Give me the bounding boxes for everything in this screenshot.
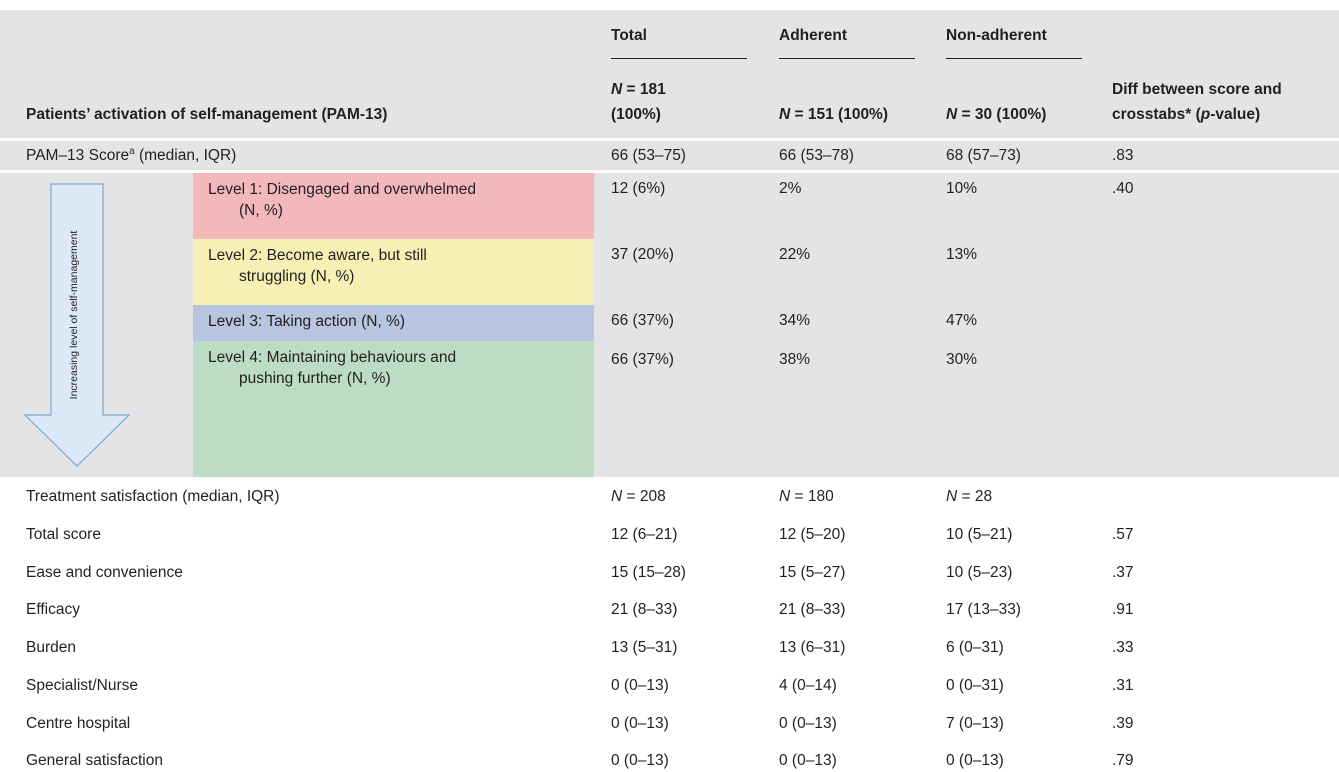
level-3-non-adherent: 47% bbox=[946, 312, 978, 329]
row-total: 12 (6–21) bbox=[611, 526, 678, 543]
row-adherent: 13 (6–31) bbox=[779, 639, 846, 657]
row-adherent: 0 (0–13) bbox=[779, 752, 837, 770]
level-4-block: Level 4: Maintaining behaviours and pushi… bbox=[193, 341, 594, 477]
level-2-line1: Level 2: Become aware, but still bbox=[208, 247, 427, 264]
row-non-adherent: 7 (0–13) bbox=[946, 714, 1004, 732]
row-p: .91 bbox=[1112, 601, 1134, 619]
row-non-adherent: 0 (0–31) bbox=[946, 676, 1004, 694]
level-1-non-adherent: 10% bbox=[946, 180, 978, 197]
arrow-label: Increasing level of self-management bbox=[68, 230, 80, 400]
header-rule-adherent bbox=[779, 58, 915, 59]
row-total: 0 (0–13) bbox=[611, 752, 669, 770]
treatment-label: Treatment satisfaction (median, IQR) bbox=[26, 488, 280, 505]
row-total: 15 (15–28) bbox=[611, 563, 686, 581]
level-1-adherent: 2% bbox=[779, 180, 802, 197]
row-p: .37 bbox=[1112, 563, 1134, 581]
row-label: Specialist/Nurse bbox=[26, 676, 138, 694]
row-p: .33 bbox=[1112, 639, 1134, 657]
row-label: Ease and convenience bbox=[26, 563, 183, 581]
row-non-adherent: 6 (0–31) bbox=[946, 639, 1004, 657]
row-total: 21 (8–33) bbox=[611, 601, 678, 619]
pam-score-band bbox=[0, 141, 1339, 170]
header-non-adherent: Non-adherent bbox=[946, 27, 1047, 44]
pam-score-label: PAM–13 Scorea (median, IQR) bbox=[26, 145, 237, 164]
row-total: 0 (0–13) bbox=[611, 714, 669, 732]
row-p: .39 bbox=[1112, 714, 1134, 732]
level-4-line1: Level 4: Maintaining behaviours and bbox=[208, 349, 457, 366]
row-adherent: 12 (5–20) bbox=[779, 526, 846, 543]
row-p: .31 bbox=[1112, 676, 1134, 694]
header-non-adherent-n: N = 30 (100%) bbox=[946, 106, 1047, 123]
header-adherent-n: N = 151 (100%) bbox=[779, 106, 889, 123]
header-row-label: Patients’ activation of self-management … bbox=[26, 106, 388, 123]
pam-score-adherent: 66 (53–78) bbox=[779, 147, 854, 164]
header-total-n-1: N = 181 bbox=[611, 81, 666, 98]
level-2-non-adherent: 13% bbox=[946, 246, 978, 263]
header-adherent: Adherent bbox=[779, 27, 848, 44]
level-4-adherent: 38% bbox=[779, 351, 811, 368]
treatment-non-adherent-n: N = 28 bbox=[946, 488, 993, 505]
level-4-line2: pushing further (N, %) bbox=[239, 370, 391, 387]
level-2-block: Level 2: Become aware, but still struggli… bbox=[193, 239, 594, 305]
down-arrow-icon bbox=[23, 183, 131, 467]
row-label: Efficacy bbox=[26, 601, 80, 619]
treatment-total-n: N = 208 bbox=[611, 488, 666, 505]
level-1-line2: (N, %) bbox=[239, 202, 283, 219]
row-label: Burden bbox=[26, 639, 76, 657]
level-4-total: 66 (37%) bbox=[611, 351, 674, 368]
row-non-adherent: 10 (5–21) bbox=[946, 526, 1013, 543]
header-band bbox=[0, 10, 1339, 138]
pam-score-non-adherent: 68 (57–73) bbox=[946, 147, 1021, 164]
level-3-block: Level 3: Taking action (N, %) bbox=[193, 305, 594, 341]
header-rule-non-adherent bbox=[946, 58, 1082, 59]
level-3-total: 66 (37%) bbox=[611, 312, 674, 329]
row-label: General satisfaction bbox=[26, 752, 163, 770]
level-1-p: .40 bbox=[1112, 180, 1134, 197]
row-total: 13 (5–31) bbox=[611, 639, 678, 657]
row-non-adherent: 10 (5–23) bbox=[946, 563, 1013, 581]
pam-score-p: .83 bbox=[1112, 147, 1134, 164]
row-adherent: 21 (8–33) bbox=[779, 601, 846, 619]
header-diff-2: crosstabs* (p-value) bbox=[1112, 106, 1261, 123]
row-p: .57 bbox=[1112, 526, 1134, 543]
row-total: 0 (0–13) bbox=[611, 676, 669, 694]
level-1-block: Level 1: Disengaged and overwhelmed (N, %… bbox=[193, 173, 594, 239]
treatment-adherent-n: N = 180 bbox=[779, 488, 834, 505]
row-adherent: 0 (0–13) bbox=[779, 714, 837, 732]
header-rule-total bbox=[611, 58, 747, 59]
level-1-line1: Level 1: Disengaged and overwhelmed bbox=[208, 181, 476, 198]
level-3-line1: Level 3: Taking action (N, %) bbox=[208, 313, 406, 330]
level-3-adherent: 34% bbox=[779, 312, 811, 329]
level-2-adherent: 22% bbox=[779, 246, 811, 263]
row-label: Total score bbox=[26, 526, 101, 543]
header-total: Total bbox=[611, 27, 647, 44]
level-4-non-adherent: 30% bbox=[946, 351, 978, 368]
level-2-total: 37 (20%) bbox=[611, 246, 674, 263]
level-1-total: 12 (6%) bbox=[611, 180, 666, 197]
row-label: Centre hospital bbox=[26, 714, 131, 732]
row-non-adherent: 17 (13–33) bbox=[946, 601, 1021, 619]
header-diff-1: Diff between score and bbox=[1112, 81, 1282, 98]
row-p: .79 bbox=[1112, 752, 1134, 770]
row-adherent: 15 (5–27) bbox=[779, 563, 846, 581]
level-2-line2: struggling (N, %) bbox=[239, 268, 355, 285]
row-non-adherent: 0 (0–13) bbox=[946, 752, 1004, 770]
pam-score-total: 66 (53–75) bbox=[611, 147, 686, 164]
header-total-n-2: (100%) bbox=[611, 106, 661, 123]
row-adherent: 4 (0–14) bbox=[779, 676, 837, 694]
